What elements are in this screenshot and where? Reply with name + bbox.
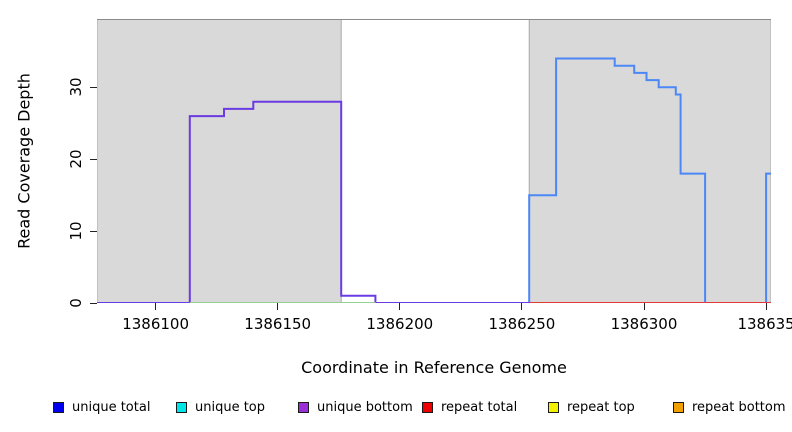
y-tick — [90, 302, 97, 304]
right-gray-region — [528, 19, 771, 303]
x-tick — [155, 303, 157, 310]
legend-label: repeat top — [567, 399, 635, 415]
y-axis-label: Read Coverage Depth — [14, 73, 34, 249]
legend-swatch-icon — [548, 401, 559, 413]
legend-swatch-icon — [673, 401, 684, 413]
legend-item-unique-top: unique top — [176, 398, 265, 416]
y-tick-label: 20 — [67, 149, 85, 169]
legend-label: unique bottom — [317, 399, 413, 415]
y-tick-label: 10 — [67, 221, 85, 241]
x-tick-label: 1386150 — [244, 315, 312, 333]
x-tick-label: 138635 — [737, 315, 792, 333]
x-tick-label: 1386250 — [488, 315, 556, 333]
plot-area — [97, 19, 771, 303]
series-unique-total — [97, 57, 771, 303]
legend-item-repeat-bottom: repeat bottom — [673, 398, 786, 416]
legend-swatch-icon — [176, 401, 187, 413]
legend-label: repeat bottom — [692, 399, 786, 415]
plot-svg — [97, 19, 771, 303]
legend-swatch-icon — [53, 401, 64, 413]
legend-item-unique-total: unique total — [53, 398, 150, 416]
x-tick-label: 1386100 — [122, 315, 189, 333]
left-gray-region — [97, 19, 342, 303]
legend-item-unique-bottom: unique bottom — [298, 398, 413, 416]
legend-label: repeat total — [441, 399, 518, 415]
x-tick — [643, 303, 645, 310]
legend-item-repeat-top: repeat top — [548, 398, 635, 416]
x-tick — [765, 303, 767, 310]
x-tick — [521, 303, 523, 310]
x-tick-label: 1386200 — [366, 315, 434, 333]
legend-label: unique total — [72, 399, 151, 415]
x-tick — [277, 303, 279, 310]
x-tick — [399, 303, 401, 310]
legend-item-repeat-total: repeat total — [422, 398, 517, 416]
y-tick — [90, 86, 97, 88]
y-tick-label: 0 — [67, 298, 85, 308]
legend-swatch-icon — [422, 401, 433, 413]
legend-swatch-icon — [298, 401, 309, 413]
x-axis-label: Coordinate in Reference Genome — [301, 358, 567, 377]
y-tick-label: 30 — [67, 77, 85, 97]
legend-label: unique top — [195, 399, 266, 415]
x-tick-label: 1386300 — [610, 315, 678, 333]
legend: unique total unique top unique bottom repea… — [0, 398, 792, 420]
y-tick — [90, 230, 97, 232]
y-tick — [90, 158, 97, 160]
series-unique-bottom — [97, 100, 771, 303]
